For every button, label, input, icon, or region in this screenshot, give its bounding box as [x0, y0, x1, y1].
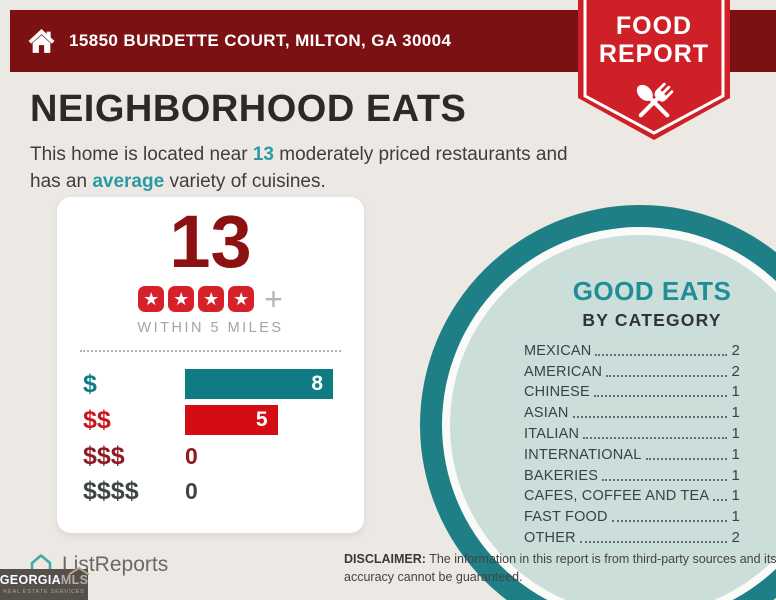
category-label: AMERICAN: [524, 363, 603, 380]
category-row: AMERICAN 2: [524, 359, 740, 380]
price-label: $$: [83, 406, 111, 434]
mls-georgia-text: GEORGIA: [0, 573, 61, 587]
badge-title: FOOD REPORT: [578, 12, 730, 68]
star-icon: ★: [138, 286, 165, 312]
dotted-leader: [595, 353, 728, 356]
price-label: $$$$: [83, 477, 139, 505]
price-row-1: $ 8: [83, 369, 341, 401]
category-label: BAKERIES: [524, 467, 599, 484]
restaurant-count-inline: 13: [252, 144, 274, 165]
rating-row: ★ ★ ★ ★ +: [57, 281, 364, 317]
dotted-leader: [602, 478, 728, 481]
star-rating: ★ ★ ★ ★: [138, 286, 255, 312]
dotted-leader: [645, 457, 728, 460]
category-label: MEXICAN: [524, 342, 592, 359]
badge-line2: REPORT: [598, 40, 710, 68]
category-value: 1: [731, 383, 740, 401]
dotted-leader: [606, 374, 728, 377]
radius-label: WITHIN 5 MILES: [137, 320, 284, 336]
dotted-leader: [572, 416, 728, 419]
subtitle-part4: variety of cuisines.: [164, 170, 326, 192]
star-icon: ★: [198, 286, 225, 312]
category-row: ASIAN 1: [524, 400, 740, 421]
price-row-2: $$ 5: [83, 405, 341, 437]
subtitle-part1: This home is located near: [30, 144, 253, 165]
dotted-leader: [579, 540, 728, 543]
category-label: INTERNATIONAL: [524, 446, 642, 463]
price-label: $$$: [83, 442, 125, 470]
category-value: 2: [731, 341, 740, 359]
category-row: FAST FOOD 1: [524, 504, 740, 525]
variety-inline: average: [92, 170, 165, 192]
page-title: NEIGHBORHOOD EATS: [30, 88, 467, 130]
georgia-mls-logo: GEORGIA MLS REAL ESTATE SERVICES: [0, 567, 90, 600]
category-label: OTHER: [524, 529, 576, 546]
disclaimer-line1: The information in this report is from t…: [425, 552, 776, 566]
price-label: $: [83, 370, 97, 398]
mls-mls-text: MLS: [60, 573, 89, 587]
category-value: 1: [731, 508, 740, 526]
category-value: 2: [731, 362, 740, 380]
category-row: BAKERIES 1: [524, 463, 740, 484]
price-row-3: $$$ 0: [83, 441, 341, 473]
ribbon-shape: [578, 0, 730, 140]
disclaimer: DISCLAIMER: The information in this repo…: [344, 551, 776, 586]
property-address: 15850 BURDETTE COURT, MILTON, GA 30004: [69, 31, 452, 50]
category-value: 2: [731, 528, 740, 546]
category-label: FAST FOOD: [524, 509, 608, 526]
house-icon: [28, 28, 55, 53]
price-row-4: $$$$ 0: [83, 476, 341, 508]
category-list: MEXICAN 2 AMERICAN 2 CHINESE 1 ASIAN 1 ITALI…: [524, 338, 740, 546]
category-row: ITALIAN 1: [524, 421, 740, 442]
category-label: CAFES, COFFEE AND TEA: [524, 488, 710, 505]
good-eats-subtitle: BY CATEGORY: [582, 310, 722, 330]
spoon-fork-icon: [636, 82, 674, 118]
category-row: CAFES, COFFEE AND TEA 1: [524, 484, 740, 505]
bar-value: 8: [311, 372, 323, 395]
category-row: OTHER 2: [524, 525, 740, 546]
listreports-wordmark: ListReports: [62, 553, 169, 576]
bar-dollar: 8: [185, 369, 333, 399]
category-value: 1: [731, 487, 740, 505]
subtitle-part3: has an: [30, 170, 93, 192]
dotted-leader: [611, 520, 728, 523]
georgia-mls-wordmark: GEORGIA MLS: [0, 567, 90, 587]
plus-sign: +: [264, 281, 283, 317]
dotted-leader: [713, 499, 728, 502]
category-value: 1: [731, 445, 740, 463]
food-report-badge: FOOD REPORT: [578, 0, 730, 142]
category-row: MEXICAN 2: [524, 338, 740, 359]
zero-value: 0: [185, 443, 198, 469]
good-eats-title: GOOD EATS: [572, 276, 732, 306]
subtitle: This home is located near 13 moderately …: [30, 142, 590, 195]
zero-value: 0: [185, 478, 198, 504]
disclaimer-line2: accuracy cannot be guaranteed.: [344, 569, 523, 584]
good-eats-heading: GOOD EATS BY CATEGORY: [520, 276, 776, 331]
bar-dollar-dollar: 5: [185, 405, 278, 435]
dotted-separator: [80, 350, 341, 352]
subtitle-part2: moderately priced restaurants and: [273, 144, 568, 165]
disclaimer-label: DISCLAIMER:: [344, 552, 426, 566]
mls-roof-icon: [68, 567, 90, 575]
category-value: 1: [731, 404, 740, 422]
badge-line1: FOOD: [615, 12, 693, 40]
category-row: INTERNATIONAL 1: [524, 442, 740, 463]
category-value: 1: [731, 424, 740, 442]
star-icon: ★: [168, 286, 195, 312]
dotted-leader: [583, 436, 728, 439]
category-row: CHINESE 1: [524, 380, 740, 401]
star-icon: ★: [228, 286, 255, 312]
dotted-leader: [593, 395, 728, 398]
stats-card: 13 ★ ★ ★ ★ + WITHIN 5 MILES $ 8 $$ 5 $$$ 0 …: [57, 197, 364, 533]
category-value: 1: [731, 466, 740, 484]
category-label: ASIAN: [524, 405, 569, 422]
bar-value: 5: [255, 408, 268, 431]
mls-tagline: REAL ESTATE SERVICES: [3, 589, 85, 595]
category-label: ITALIAN: [524, 425, 580, 442]
category-label: CHINESE: [524, 384, 590, 401]
restaurant-count: 13: [169, 200, 252, 283]
